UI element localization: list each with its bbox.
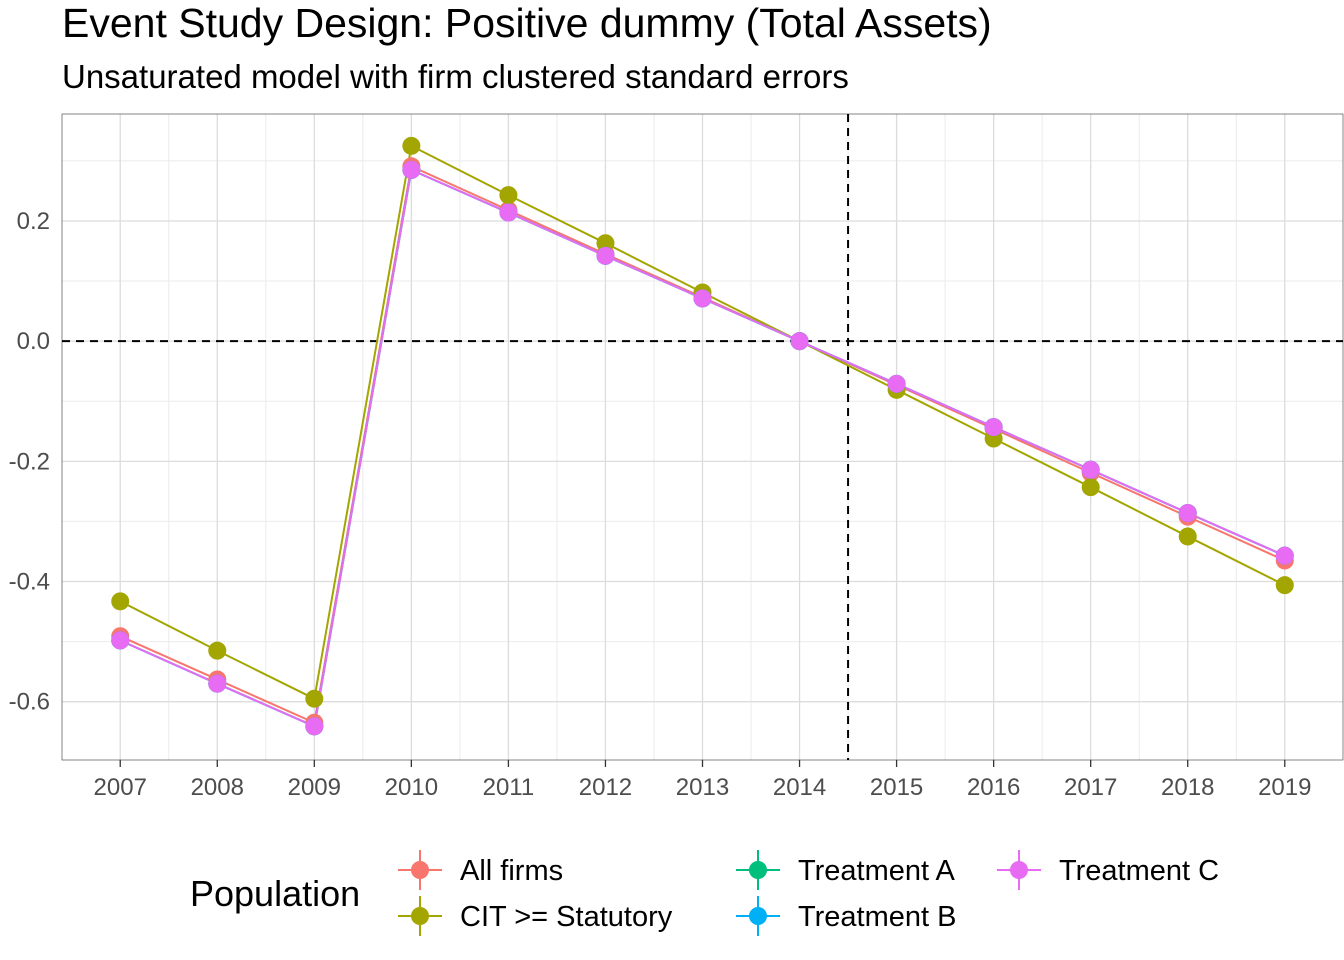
x-tick-label: 2011	[483, 774, 535, 801]
legend-key-all-firms	[398, 850, 442, 890]
data-point-cit-statutory	[208, 641, 227, 660]
legend-label-treatment-a: Treatment A	[798, 855, 956, 887]
legend-key-point	[1010, 861, 1028, 879]
data-point-treatment-c	[693, 289, 712, 308]
x-tick-label: 2014	[773, 774, 826, 801]
legend-title: Population	[190, 873, 360, 914]
data-point-cit-statutory	[111, 592, 130, 611]
chart-subtitle: Unsaturated model with firm clustered st…	[62, 58, 849, 95]
data-point-cit-statutory	[1275, 576, 1294, 595]
x-tick-label: 2015	[870, 774, 923, 801]
data-point-cit-statutory	[1081, 478, 1100, 497]
data-point-treatment-c	[984, 418, 1003, 437]
data-point-treatment-c	[1275, 546, 1294, 565]
legend-key-cit-statutory	[398, 896, 442, 936]
legend-key-treatment-b	[736, 896, 780, 936]
legend-label-all-firms: All firms	[460, 855, 563, 887]
x-tick-label: 2010	[385, 774, 438, 801]
y-tick-label: 0.0	[17, 328, 50, 355]
x-tick-label: 2012	[579, 774, 632, 801]
data-point-treatment-c	[111, 631, 130, 650]
legend-label-treatment-b: Treatment B	[798, 901, 956, 933]
x-tick-label: 2019	[1258, 774, 1311, 801]
legend-key-point	[411, 861, 429, 879]
data-point-treatment-c	[1178, 504, 1197, 523]
y-tick-label: -0.2	[9, 448, 50, 475]
chart-title: Event Study Design: Positive dummy (Tota…	[62, 0, 992, 46]
series-points	[111, 136, 1294, 736]
data-point-treatment-c	[596, 246, 615, 265]
legend-key-point	[411, 907, 429, 925]
data-point-cit-statutory	[499, 186, 518, 205]
legend-key-point	[749, 907, 767, 925]
data-point-treatment-c	[402, 160, 421, 179]
legend-label-cit-statutory: CIT >= Statutory	[460, 901, 673, 933]
legend-key-treatment-a	[736, 850, 780, 890]
y-axis-ticks: -0.6 -0.4 -0.2 0.0 0.2	[9, 208, 50, 716]
data-point-cit-statutory	[1178, 527, 1197, 546]
data-point-treatment-c	[305, 717, 324, 736]
x-axis-ticks: 2007 2008 2009 2010 2011 2012 2013 2014 2015 2016…	[94, 760, 1311, 801]
y-tick-label: -0.6	[9, 689, 50, 716]
y-tick-label: 0.2	[17, 208, 50, 235]
x-tick-label: 2017	[1064, 774, 1117, 801]
x-tick-label: 2007	[94, 774, 147, 801]
x-tick-label: 2013	[676, 774, 729, 801]
reference-lines	[62, 114, 1343, 760]
data-point-treatment-c	[499, 203, 518, 222]
data-point-treatment-c	[887, 374, 906, 393]
x-tick-label: 2018	[1161, 774, 1214, 801]
x-tick-label: 2008	[191, 774, 244, 801]
data-point-cit-statutory	[305, 689, 324, 708]
major-gridlines	[62, 114, 1343, 760]
data-point-treatment-c	[790, 332, 809, 351]
legend-key-point	[749, 861, 767, 879]
x-tick-label: 2009	[288, 774, 341, 801]
legend-label-treatment-c: Treatment C	[1059, 855, 1219, 887]
legend: Population All firms CIT >= Statutory Treat…	[190, 850, 1219, 936]
y-tick-label: -0.4	[9, 569, 50, 596]
data-point-cit-statutory	[402, 136, 421, 155]
x-tick-label: 2016	[967, 774, 1020, 801]
data-point-treatment-c	[1081, 460, 1100, 479]
legend-key-treatment-c	[997, 850, 1041, 890]
data-point-treatment-c	[208, 674, 227, 693]
data-point-cit-statutory	[596, 234, 615, 253]
